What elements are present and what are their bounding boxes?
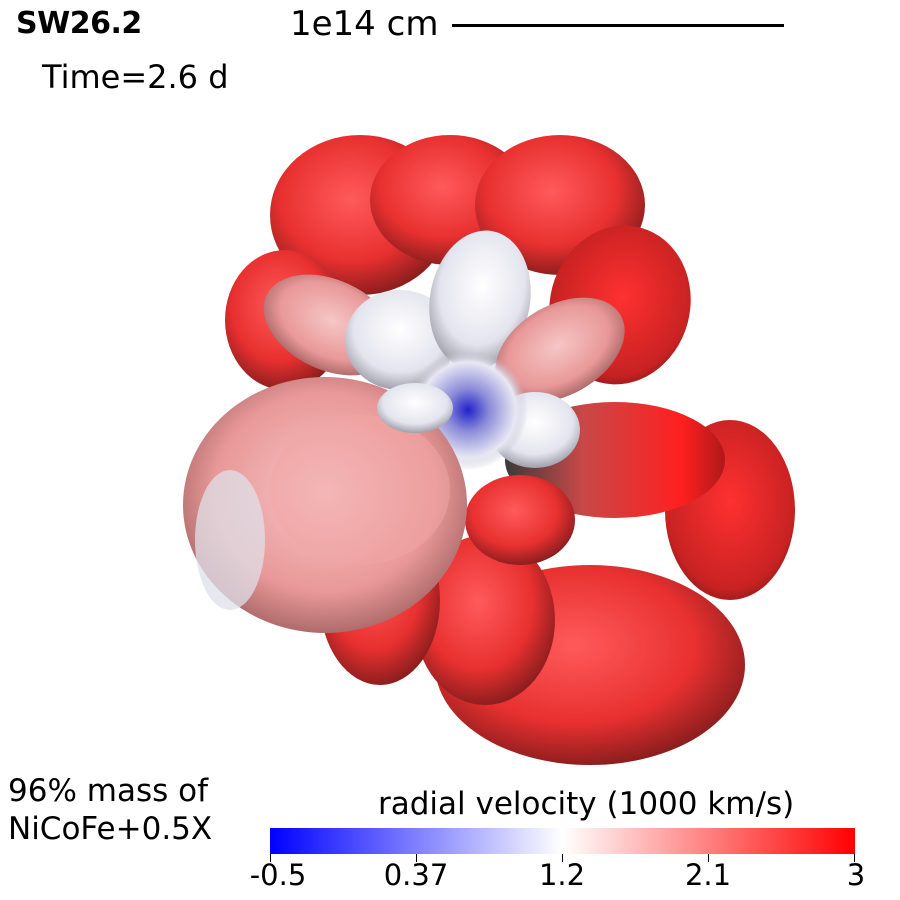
colorbar-tick	[270, 854, 271, 862]
colorbar-tick-label: 0.37	[383, 858, 449, 892]
colorbar-tick-label: -0.5	[249, 858, 307, 892]
colorbar-tick-label: 3	[846, 858, 866, 892]
petal-lower	[465, 475, 575, 565]
front-lobe	[183, 377, 467, 633]
petal-white-left	[345, 290, 455, 390]
front-lobe-highlight	[195, 470, 265, 610]
petal-right-mid	[495, 297, 625, 403]
petal-white-top	[429, 230, 531, 370]
colorbar	[270, 828, 855, 854]
colorbar-title: radial velocity (1000 km/s)	[378, 786, 795, 822]
mass-fraction-label: 96% mass of NiCoFe+0.5X	[8, 772, 212, 848]
model-label: SW26.2	[16, 6, 142, 41]
front-lobe-shade	[270, 415, 450, 565]
colorbar-tick	[854, 854, 855, 862]
colorbar-tick-label: 2.1	[684, 858, 732, 892]
colorbar-tick	[562, 854, 563, 862]
mass-line-1: 96% mass of	[8, 773, 208, 809]
scale-bar	[452, 24, 784, 27]
colorbar-tick	[708, 854, 709, 862]
lobe-bottom	[415, 535, 555, 705]
mass-line-2: NiCoFe+0.5X	[8, 811, 213, 847]
colorbar-tick	[416, 854, 417, 862]
inner-lobes	[263, 225, 725, 565]
scale-bar-label: 1e14 cm	[290, 4, 439, 44]
time-label: Time=2.6 d	[42, 58, 229, 96]
front-lobe-knob	[377, 383, 453, 433]
colorbar-tick-label: 1.2	[538, 858, 586, 892]
